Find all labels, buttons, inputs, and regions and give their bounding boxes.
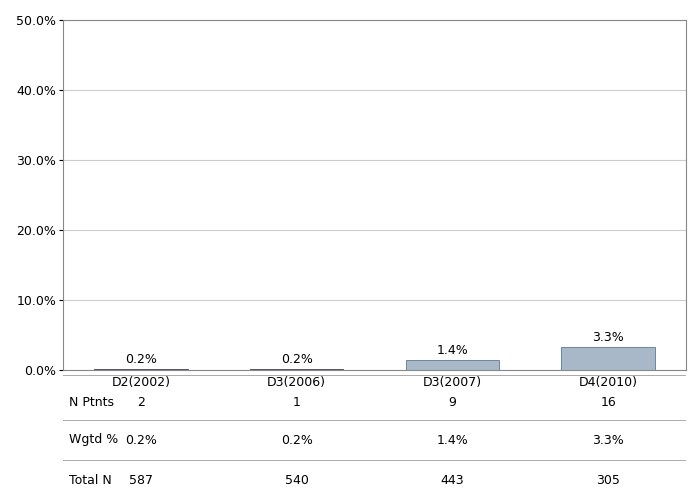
Bar — [250, 368, 344, 370]
Text: 1.4%: 1.4% — [437, 344, 468, 358]
Text: 443: 443 — [440, 474, 464, 486]
Bar — [94, 368, 188, 370]
Bar — [561, 347, 655, 370]
Text: Wgtd %: Wgtd % — [69, 434, 118, 446]
Text: 1: 1 — [293, 396, 300, 409]
Text: 3.3%: 3.3% — [592, 331, 624, 344]
Text: 16: 16 — [601, 396, 616, 409]
Text: 0.2%: 0.2% — [281, 353, 313, 366]
Bar — [406, 360, 499, 370]
Text: 0.2%: 0.2% — [125, 434, 157, 446]
Text: 0.2%: 0.2% — [281, 434, 313, 446]
Text: Total N: Total N — [69, 474, 112, 486]
Text: 9: 9 — [449, 396, 456, 409]
Text: 2: 2 — [137, 396, 145, 409]
Text: 0.2%: 0.2% — [125, 353, 157, 366]
Text: 3.3%: 3.3% — [592, 434, 624, 446]
Text: 305: 305 — [596, 474, 620, 486]
Text: N Ptnts: N Ptnts — [69, 396, 114, 409]
Text: 1.4%: 1.4% — [437, 434, 468, 446]
Text: 540: 540 — [285, 474, 309, 486]
Text: 587: 587 — [129, 474, 153, 486]
